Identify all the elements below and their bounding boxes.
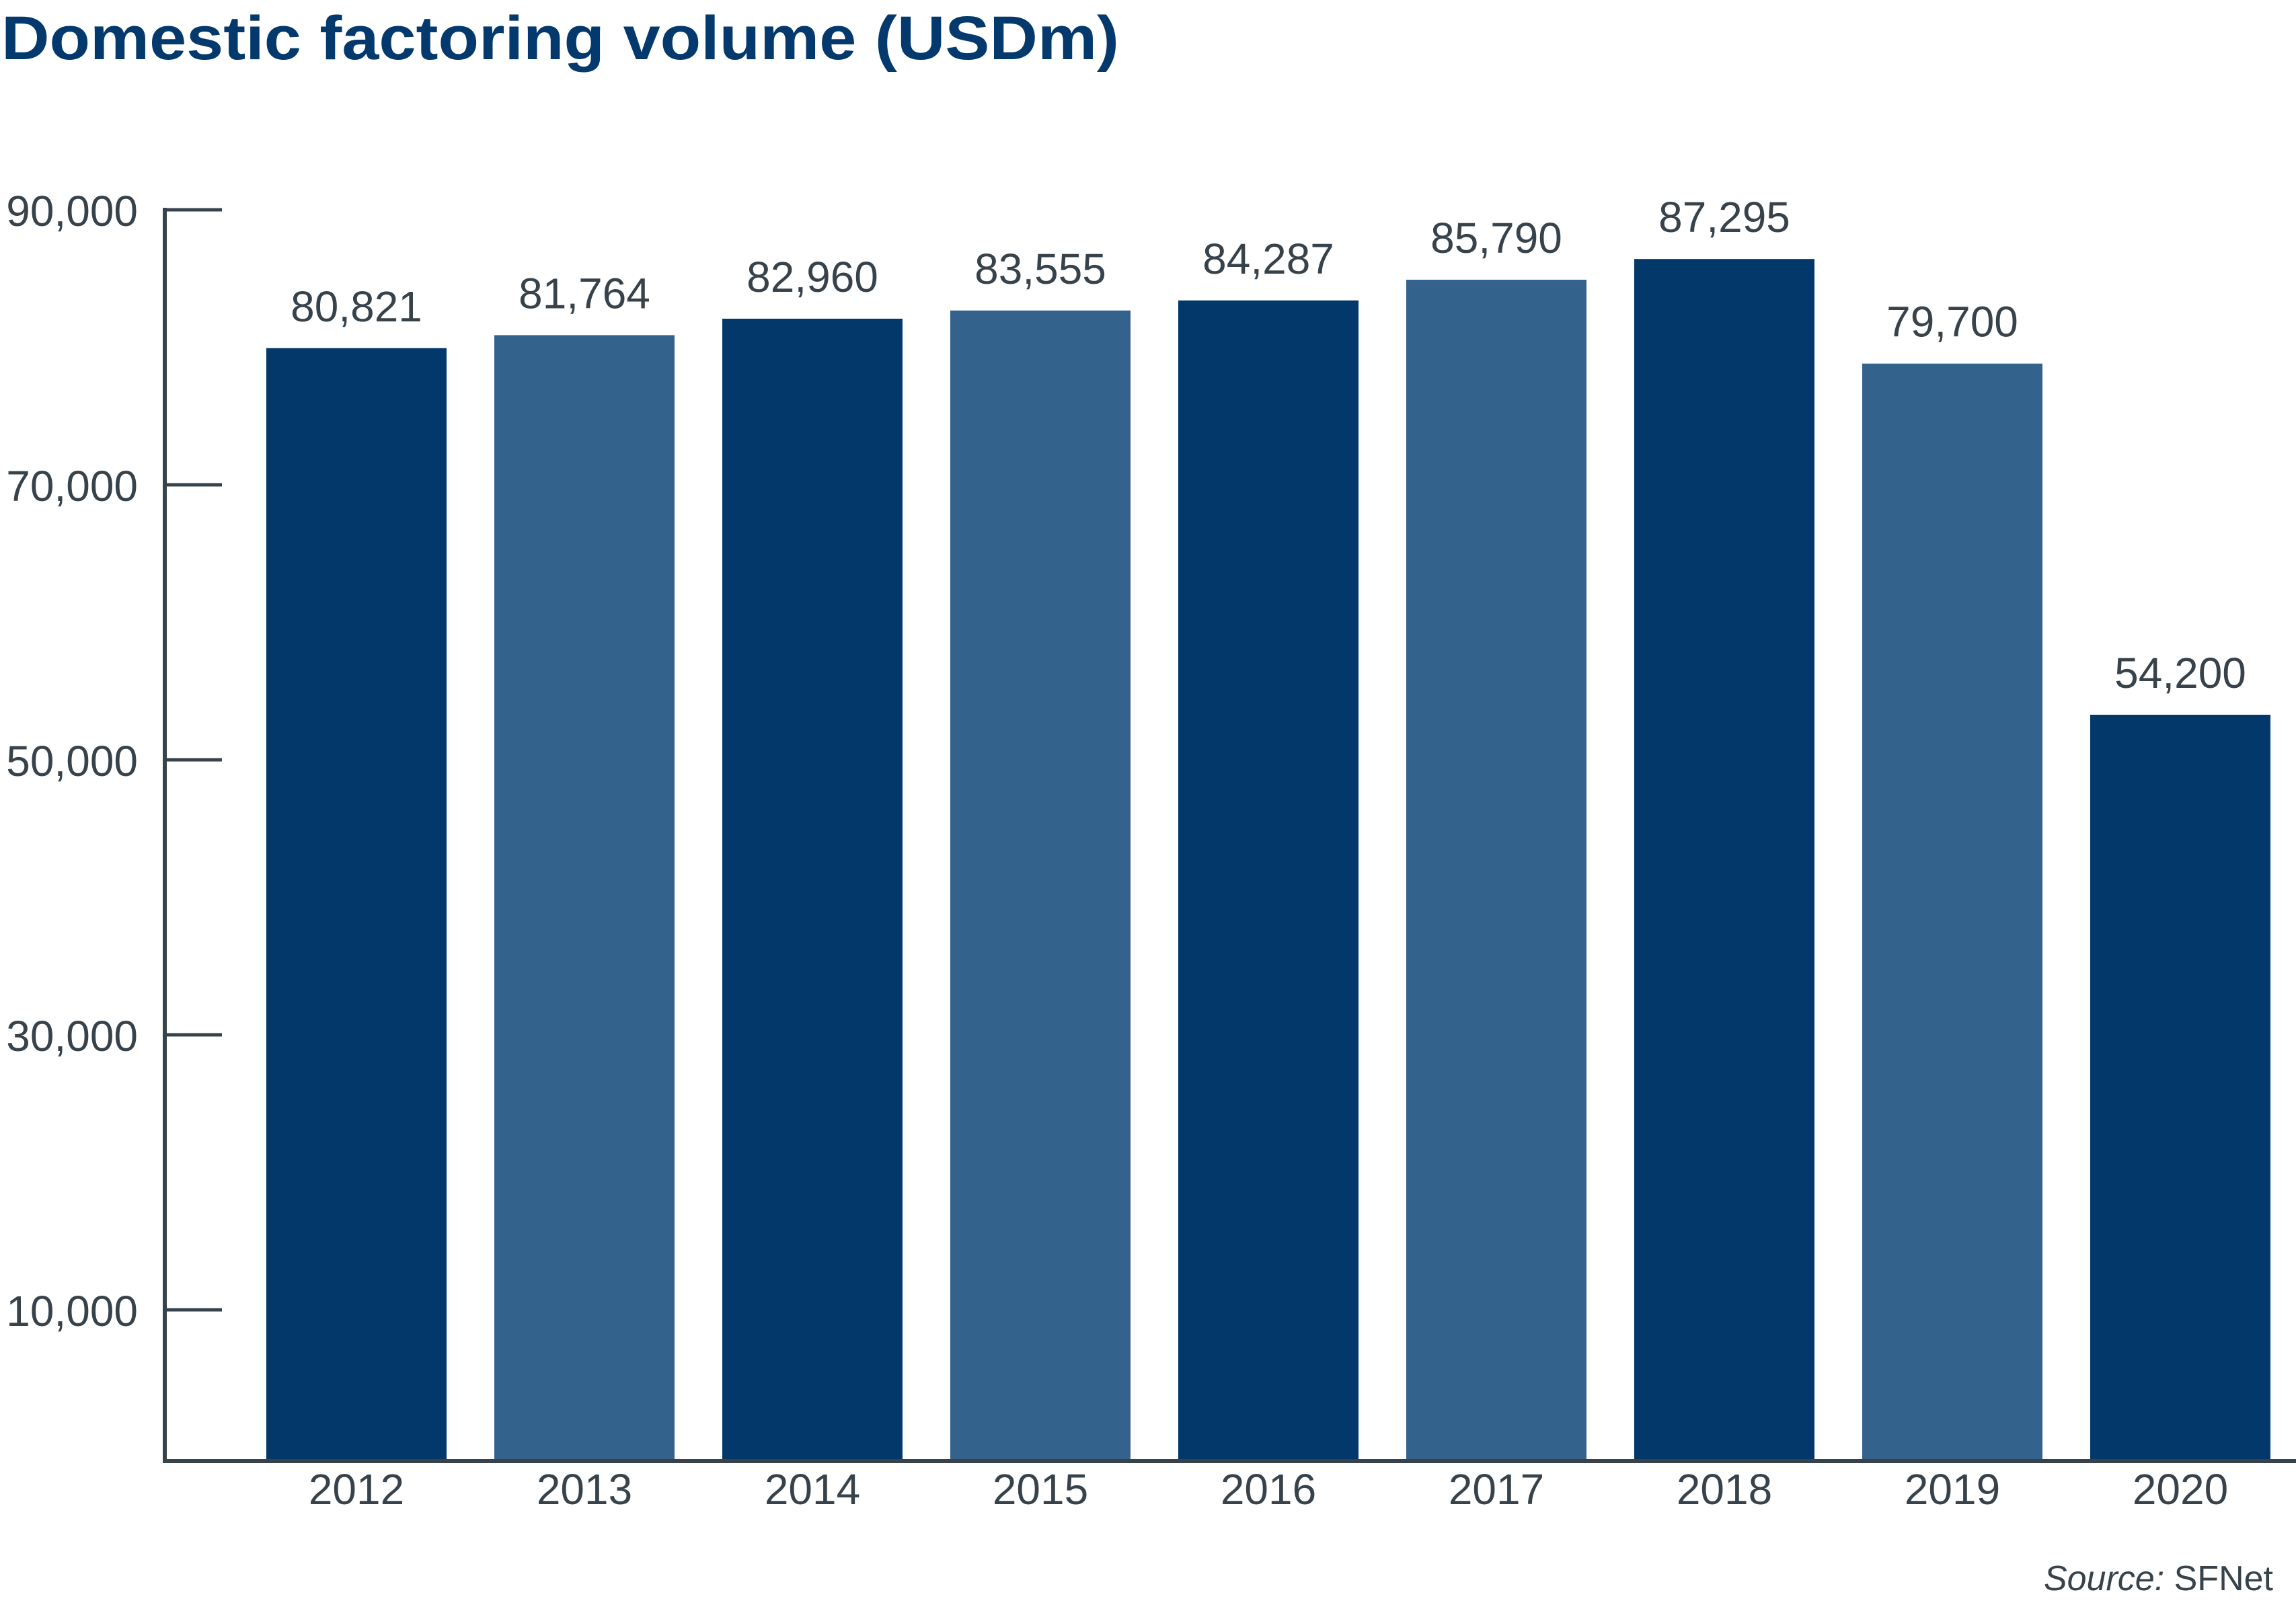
source-prefix: Source: xyxy=(2044,1559,2164,1598)
x-tick-label: 2016 xyxy=(1221,1465,1316,1514)
bar-2017 xyxy=(1406,280,1586,1462)
source-note: Source: SFNet xyxy=(2044,1559,2274,1598)
y-tick-label: 50,000 xyxy=(6,737,138,785)
bar-2012 xyxy=(266,348,447,1462)
bar-2020 xyxy=(2090,714,2270,1461)
value-label: 80,821 xyxy=(291,282,422,331)
chart-title: Domestic factoring volume (USDm) xyxy=(1,4,1119,73)
bar-2018 xyxy=(1634,259,1814,1462)
bars xyxy=(266,259,2270,1462)
y-ticks: 10,000 30,000 50,000 70,000 90,000 xyxy=(6,187,222,1335)
bar-2015 xyxy=(950,310,1131,1462)
x-tick-label: 2020 xyxy=(2133,1465,2228,1514)
value-label: 84,287 xyxy=(1202,235,1334,283)
source-name: SFNet xyxy=(2174,1559,2274,1598)
value-label: 82,960 xyxy=(747,253,878,301)
value-label: 85,790 xyxy=(1430,214,1562,262)
value-label: 81,764 xyxy=(519,269,650,317)
value-labels: 80,821 81,764 82,960 83,555 84,287 85,790 87,2… xyxy=(291,193,2246,697)
bar-2014 xyxy=(722,318,903,1461)
value-label: 54,200 xyxy=(2114,649,2246,697)
bar-2016 xyxy=(1178,300,1359,1461)
x-tick-label: 2012 xyxy=(309,1465,404,1514)
x-tick-label: 2014 xyxy=(765,1465,860,1514)
x-labels: 2012 2013 2014 2015 2016 2017 2018 2019 2020 xyxy=(309,1465,2228,1514)
y-tick-label: 30,000 xyxy=(6,1012,138,1060)
y-tick-label: 70,000 xyxy=(6,462,138,510)
x-tick-label: 2015 xyxy=(993,1465,1088,1514)
x-tick-label: 2019 xyxy=(1905,1465,2000,1514)
y-tick-label: 90,000 xyxy=(6,187,138,235)
x-tick-label: 2013 xyxy=(537,1465,632,1514)
value-label: 87,295 xyxy=(1658,193,1790,241)
value-label: 79,700 xyxy=(1886,298,2018,346)
y-tick-label: 10,000 xyxy=(6,1287,138,1335)
bar-2019 xyxy=(1862,363,2042,1461)
x-tick-label: 2018 xyxy=(1677,1465,1772,1514)
value-label: 83,555 xyxy=(974,245,1106,293)
bar-2013 xyxy=(494,335,675,1461)
x-tick-label: 2017 xyxy=(1449,1465,1544,1514)
